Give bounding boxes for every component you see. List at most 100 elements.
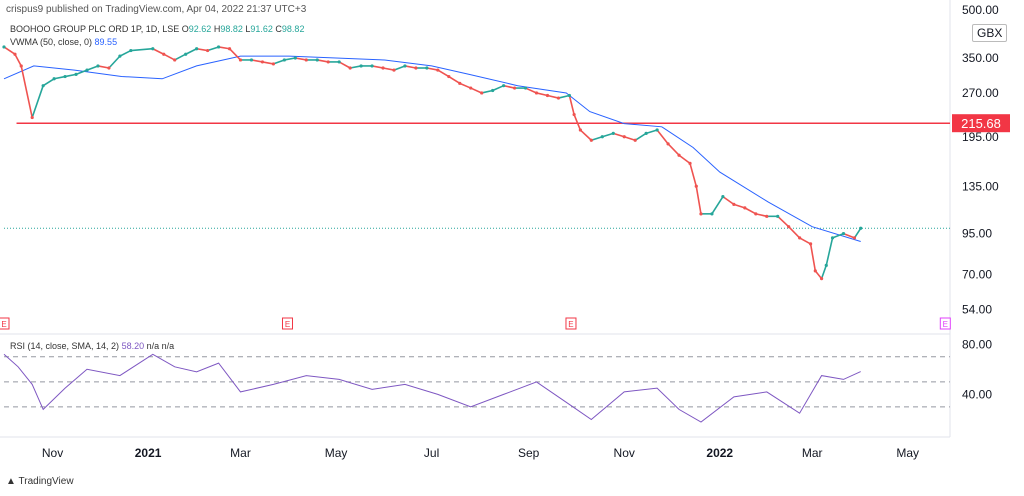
price-segment xyxy=(591,136,603,142)
price-segment xyxy=(393,65,406,71)
high-label: H xyxy=(213,24,221,34)
price-segment xyxy=(53,75,66,80)
price-point xyxy=(206,48,210,53)
price-point xyxy=(74,72,78,76)
vwma-legend: VWMA (50, close, 0) 89.55 xyxy=(10,37,117,47)
price-point xyxy=(491,88,495,93)
price-point xyxy=(732,202,736,206)
currency-badge: GBX xyxy=(972,24,1008,42)
price-point xyxy=(694,184,698,188)
price-point xyxy=(304,58,308,62)
price-point xyxy=(677,153,681,157)
price-point xyxy=(578,128,582,132)
time-tick-label: Sep xyxy=(518,446,540,460)
price-point xyxy=(326,60,330,64)
price-segment xyxy=(31,85,44,118)
price-point xyxy=(813,269,817,273)
price-segment xyxy=(573,114,582,131)
price-point xyxy=(151,47,155,51)
price-segment xyxy=(656,129,669,145)
price-point xyxy=(184,52,188,56)
price-point xyxy=(436,68,440,72)
price-point xyxy=(216,45,221,49)
price-segment xyxy=(667,143,680,156)
price-point xyxy=(107,66,111,70)
price-segment xyxy=(689,163,698,187)
price-segment xyxy=(825,237,834,266)
time-tick-label: Jul xyxy=(424,446,439,460)
price-point xyxy=(85,68,89,72)
high-value: 98.82 xyxy=(220,24,243,34)
price-point xyxy=(765,214,769,218)
price-point xyxy=(370,64,374,68)
price-segment xyxy=(525,87,537,94)
price-point xyxy=(655,128,659,132)
published-caption: crispus9 published on TradingView.com, A… xyxy=(6,4,307,15)
price-segment xyxy=(20,65,33,118)
price-point xyxy=(819,277,824,281)
price-point xyxy=(173,58,177,62)
symbol-legend: BOOHOO GROUP PLC ORD 1P, 1D, LSE O92.62 … xyxy=(10,24,304,34)
price-segment xyxy=(284,57,296,61)
price-segment xyxy=(130,47,153,52)
time-tick-label: May xyxy=(325,446,348,460)
time-tick-label: 2021 xyxy=(135,446,162,460)
price-segment xyxy=(3,46,16,55)
price-tick-label: 54.00 xyxy=(962,303,992,317)
price-segment xyxy=(678,154,691,165)
price-segment xyxy=(536,92,548,97)
price-point xyxy=(260,60,265,64)
price-point xyxy=(556,96,561,100)
price-point xyxy=(52,77,56,81)
price-segment xyxy=(481,89,493,94)
price-point xyxy=(271,62,275,66)
price-tick-label: 70.00 xyxy=(962,268,992,282)
price-segment xyxy=(404,65,417,69)
price-segment xyxy=(711,196,724,215)
price-point xyxy=(238,58,243,62)
price-segment xyxy=(437,69,450,78)
price-point xyxy=(359,64,363,68)
price-point xyxy=(348,66,352,70)
earnings-marker-label: E xyxy=(285,320,290,329)
price-segment xyxy=(623,136,636,142)
price-segment xyxy=(645,129,658,135)
price-point xyxy=(502,84,506,88)
price-point xyxy=(403,64,407,68)
time-tick-label: May xyxy=(896,446,919,460)
earnings-marker-label: E xyxy=(1,320,6,329)
price-segment xyxy=(733,203,746,209)
price-point xyxy=(96,64,100,68)
price-point xyxy=(523,86,528,90)
price-point xyxy=(41,84,45,88)
price-segment xyxy=(799,237,811,245)
price-segment xyxy=(470,87,483,94)
price-point xyxy=(841,231,846,236)
price-segment xyxy=(426,67,438,71)
price-point xyxy=(249,58,254,62)
vwma-value: 89.55 xyxy=(94,37,118,47)
price-point xyxy=(710,212,714,216)
price-segment xyxy=(42,78,55,87)
price-point xyxy=(392,68,396,72)
price-point xyxy=(19,64,23,68)
price-point xyxy=(743,206,747,210)
price-segment xyxy=(174,53,187,61)
time-tick-label: Mar xyxy=(802,446,823,460)
price-segment xyxy=(503,84,515,89)
price-point xyxy=(699,212,703,216)
rsi-na-2: n/a xyxy=(161,341,175,351)
price-segment xyxy=(228,48,242,61)
price-point xyxy=(30,115,34,120)
price-point xyxy=(118,54,122,58)
rsi-line xyxy=(3,353,861,423)
price-segment xyxy=(602,132,614,138)
level-price-badge xyxy=(952,114,1010,133)
price-point xyxy=(13,52,17,56)
price-point xyxy=(315,58,319,62)
price-point xyxy=(425,66,429,70)
rsi-label: RSI (14, close, SMA, 14, 2) xyxy=(10,341,120,351)
price-segment xyxy=(317,59,329,63)
price-segment xyxy=(218,46,230,50)
